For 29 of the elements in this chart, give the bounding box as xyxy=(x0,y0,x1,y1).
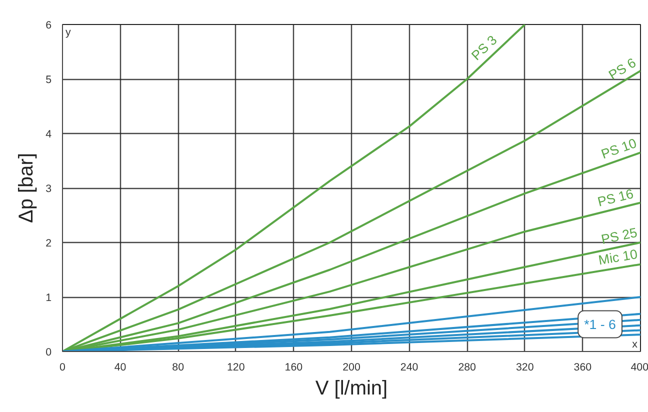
text: PS 25 xyxy=(600,224,639,248)
x-tick-label: 280 xyxy=(458,362,476,374)
annotation: y xyxy=(66,26,72,38)
x-tick-label: 320 xyxy=(516,362,534,374)
y-tick-label: 4 xyxy=(46,128,52,140)
y-tick-label: 0 xyxy=(46,346,52,358)
text: PS 3 xyxy=(468,32,500,64)
text: PS 16 xyxy=(596,186,635,210)
x-axis-title: V [l/min] xyxy=(315,378,388,400)
x-tick-label: 40 xyxy=(114,362,126,374)
x-tick-label: 120 xyxy=(227,362,245,374)
y-tick-label: 1 xyxy=(46,292,52,304)
text: PS 6 xyxy=(606,54,639,83)
y-axis-title: Δp [bar] xyxy=(16,152,38,224)
annotation: *1 - 6 xyxy=(584,316,616,332)
x-tick-label: 160 xyxy=(284,362,303,374)
x-tick-label: 80 xyxy=(172,362,184,374)
x-tick-label: 240 xyxy=(400,362,418,374)
x-tick-label: 200 xyxy=(342,362,360,374)
x-tick-label: 360 xyxy=(574,362,592,374)
x-tick-label: 0 xyxy=(60,362,66,374)
annotation: x xyxy=(632,338,638,350)
y-tick-label: 3 xyxy=(46,183,52,195)
y-tick-label: 6 xyxy=(46,20,52,32)
text: Mic 10 xyxy=(597,246,639,268)
x-tick-label: 400 xyxy=(630,362,648,374)
text: PS 10 xyxy=(599,135,639,162)
y-tick-label: 5 xyxy=(46,74,52,86)
y-tick-label: 2 xyxy=(46,238,52,250)
